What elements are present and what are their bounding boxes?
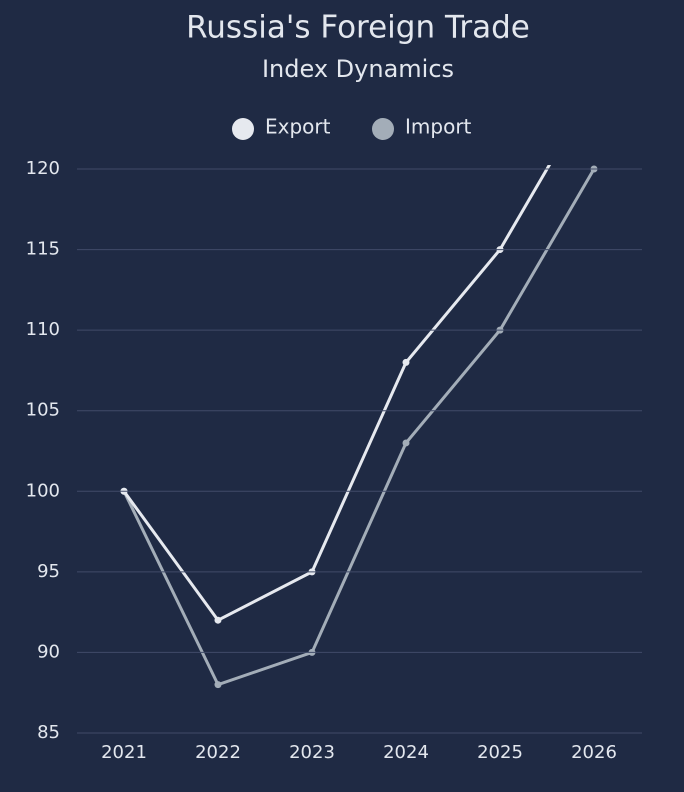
- y-tick-label: 90: [37, 641, 60, 662]
- data-point: [214, 616, 222, 624]
- y-tick-label: 85: [37, 722, 60, 743]
- y-tick-label: 95: [37, 561, 60, 582]
- legend-label: Import: [405, 115, 472, 139]
- data-point: [402, 439, 410, 447]
- x-tick-label: 2025: [477, 742, 523, 763]
- chart-title: Russia's Foreign Trade: [186, 10, 530, 46]
- x-tick-label: 2024: [383, 742, 429, 763]
- x-tick-label: 2023: [289, 742, 335, 763]
- legend-label: Export: [265, 115, 331, 139]
- legend-marker: [232, 118, 254, 140]
- y-tick-label: 110: [26, 319, 60, 340]
- x-tick-label: 2026: [571, 742, 617, 763]
- data-point: [402, 358, 410, 366]
- chart-subtitle: Index Dynamics: [262, 55, 454, 83]
- x-tick-label: 2022: [195, 742, 241, 763]
- data-point: [214, 681, 222, 689]
- y-tick-label: 115: [26, 239, 60, 260]
- y-tick-label: 105: [26, 400, 60, 421]
- x-tick-label: 2021: [101, 742, 147, 763]
- legend-marker: [372, 118, 394, 140]
- y-tick-label: 100: [26, 480, 60, 501]
- y-tick-label: 120: [26, 158, 60, 179]
- series-line: [122, 165, 552, 623]
